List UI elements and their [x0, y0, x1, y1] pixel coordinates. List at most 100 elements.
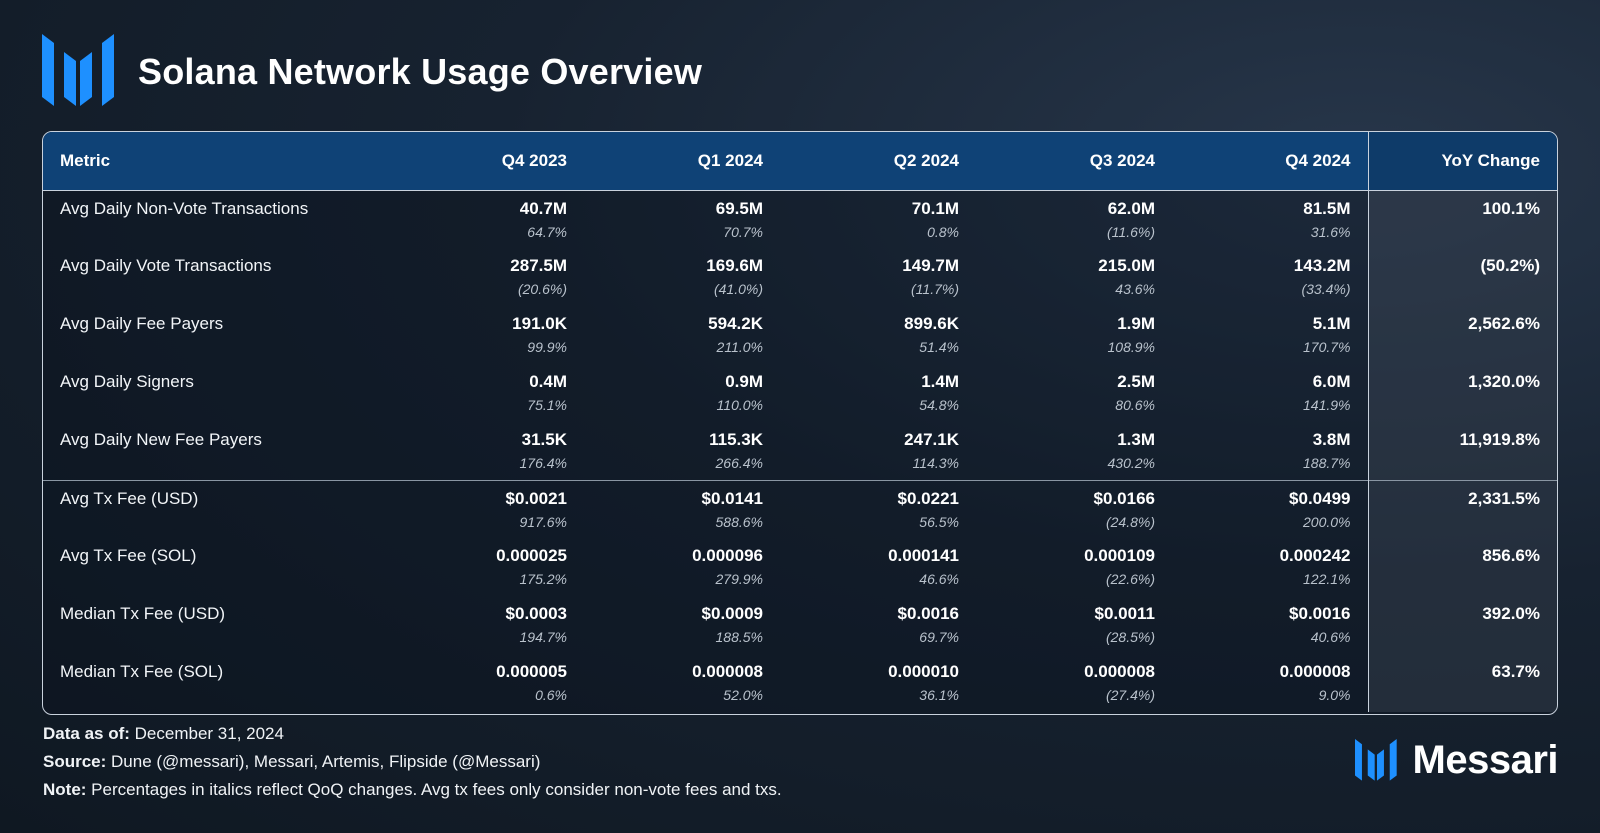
quarter-cell: $0.0011 (28.5%) [976, 596, 1172, 654]
quarter-cell: 1.9M 108.9% [976, 306, 1172, 364]
quarter-cell: 0.000010 36.1% [780, 654, 976, 712]
qoq-change: 141.9% [1303, 397, 1351, 413]
qoq-change: 266.4% [715, 455, 763, 471]
qoq-change: 52.0% [723, 687, 763, 703]
qoq-change: 54.8% [919, 397, 959, 413]
metric-value: 143.2M [1293, 256, 1351, 275]
quarter-cell: 169.6M (41.0%) [584, 248, 780, 306]
qoq-change: 114.3% [912, 455, 959, 471]
quarter-cell: $0.0016 40.6% [1172, 596, 1368, 654]
messari-logo-icon [42, 34, 114, 106]
yoy-change: 63.7% [1367, 654, 1557, 712]
qoq-change: 279.9% [715, 571, 763, 587]
metric-label: Avg Daily Non-Vote Transactions [60, 198, 309, 218]
qoq-change: 75.1% [527, 397, 567, 413]
quarter-cell: $0.0009 188.5% [584, 596, 780, 654]
column-header: Metric [43, 132, 388, 191]
qoq-change: 99.9% [527, 339, 567, 355]
metric-value: 115.3K [709, 430, 763, 449]
usage-table: Metric Q4 2023 Q1 2024 Q2 2024 Q3 2024 Q… [43, 132, 1557, 712]
table-row: Avg Tx Fee (SOL) 0.000025 175.2% 0.000096 27… [43, 538, 1557, 596]
quarter-cell: 62.0M (11.6%) [976, 190, 1172, 248]
qoq-change: 110.0% [716, 397, 763, 413]
yoy-change: 392.0% [1367, 596, 1557, 654]
qoq-change: 108.9% [1107, 339, 1155, 355]
qoq-change: 40.6% [1310, 629, 1351, 645]
metric-value: 81.5M [1303, 198, 1351, 218]
yoy-change: (50.2%) [1367, 248, 1557, 306]
qoq-change: 430.2% [1107, 455, 1155, 471]
metric-value: $0.0009 [701, 604, 763, 623]
qoq-change: (20.6%) [517, 281, 567, 297]
metric-value: $0.0016 [1289, 604, 1351, 623]
metric-value: 62.0M [1107, 198, 1155, 218]
quarter-cell: 191.0K 99.9% [388, 306, 584, 364]
table-row: Avg Daily New Fee Payers 31.5K 176.4% 115.3… [43, 422, 1557, 480]
qoq-change: 194.7% [519, 629, 567, 645]
qoq-change: 176.4% [519, 455, 567, 471]
note-label: Note: [43, 780, 87, 799]
quarter-cell: 0.000008 9.0% [1172, 654, 1368, 712]
qoq-change: 51.4% [919, 339, 959, 355]
quarter-cell: $0.0141 588.6% [584, 479, 780, 538]
quarter-cell: 143.2M (33.4%) [1172, 248, 1368, 306]
metric-value: 0.9M [725, 372, 763, 391]
quarter-cell: 31.5K 176.4% [388, 422, 584, 480]
metric-value: $0.0011 [1094, 604, 1155, 623]
qoq-change: (41.0%) [713, 281, 763, 297]
qoq-change: 200.0% [1303, 513, 1351, 530]
column-header: Q4 2024 [1172, 132, 1368, 191]
quarter-cell: 69.5M 70.7% [584, 190, 780, 248]
metric-value: 1.9M [1117, 314, 1155, 333]
metric-value: 0.000242 [1279, 546, 1351, 565]
footer-notes: Data as of: December 31, 2024 Source: Du… [43, 720, 782, 804]
data-as-of-value: December 31, 2024 [129, 724, 284, 743]
metric-label: Avg Tx Fee (USD) [43, 479, 388, 538]
qoq-change: (22.6%) [1105, 571, 1155, 587]
quarter-cell: 0.000008 (27.4%) [976, 654, 1172, 712]
source-value: Dune (@messari), Messari, Artemis, Flips… [106, 752, 541, 771]
quarter-cell: 0.4M 75.1% [388, 364, 584, 422]
metric-value: $0.0221 [897, 488, 959, 508]
metric-value: 149.7M [902, 256, 959, 275]
quarter-cell: 899.6K 51.4% [780, 306, 976, 364]
metric-value: $0.0003 [505, 604, 567, 623]
yoy-change: 2,562.6% [1367, 306, 1557, 364]
metric-label: Median Tx Fee (SOL) [60, 662, 224, 681]
qoq-change: 9.0% [1318, 687, 1351, 703]
metric-label: Avg Tx Fee (SOL) [60, 546, 197, 565]
brand-logo: Messari [1354, 738, 1559, 783]
qoq-change: 80.6% [1115, 397, 1155, 413]
quarter-cell: 0.9M 110.0% [584, 364, 780, 422]
quarter-cell: 1.3M 430.2% [976, 422, 1172, 480]
quarter-cell: 2.5M 80.6% [976, 364, 1172, 422]
metric-value: $0.0499 [1289, 488, 1351, 508]
page-title: Solana Network Usage Overview [138, 51, 703, 92]
metric-value: 40.7M [519, 198, 567, 218]
qoq-change: 588.6% [715, 513, 763, 530]
column-header: Q1 2024 [584, 132, 780, 191]
quarter-cell: $0.0016 69.7% [780, 596, 976, 654]
quarter-cell: 149.7M (11.7%) [780, 248, 976, 306]
quarter-cell: 0.000109 (22.6%) [976, 538, 1172, 596]
quarter-cell: 70.1M 0.8% [780, 190, 976, 248]
metric-value: 0.000010 [888, 662, 959, 681]
column-header: Q2 2024 [780, 132, 976, 191]
metric-value: 1.3M [1117, 430, 1155, 449]
metric-value: 215.0M [1098, 256, 1155, 275]
source-label: Source: [43, 752, 107, 771]
metric-value: $0.0166 [1093, 488, 1155, 508]
table-row: Avg Tx Fee (USD) $0.0021 917.6% $0.0141 588.… [43, 479, 1557, 538]
table-body: Avg Daily Non-Vote Transactions 40.7M 64.7… [43, 190, 1557, 712]
qoq-change: 188.7% [1303, 455, 1351, 471]
quarter-cell: 3.8M 188.7% [1172, 422, 1368, 480]
metric-value: 1.4M [921, 372, 959, 391]
quarter-cell: 247.1K 114.3% [780, 422, 976, 480]
qoq-change: 188.5% [715, 629, 763, 645]
note-line: Note: Percentages in italics reflect QoQ… [43, 776, 782, 804]
column-header: YoY Change [1367, 132, 1557, 191]
metric-value: $0.0016 [897, 604, 959, 623]
quarter-cell: 215.0M 43.6% [976, 248, 1172, 306]
qoq-change: 43.6% [1115, 281, 1155, 297]
qoq-change: (27.4%) [1105, 687, 1155, 703]
